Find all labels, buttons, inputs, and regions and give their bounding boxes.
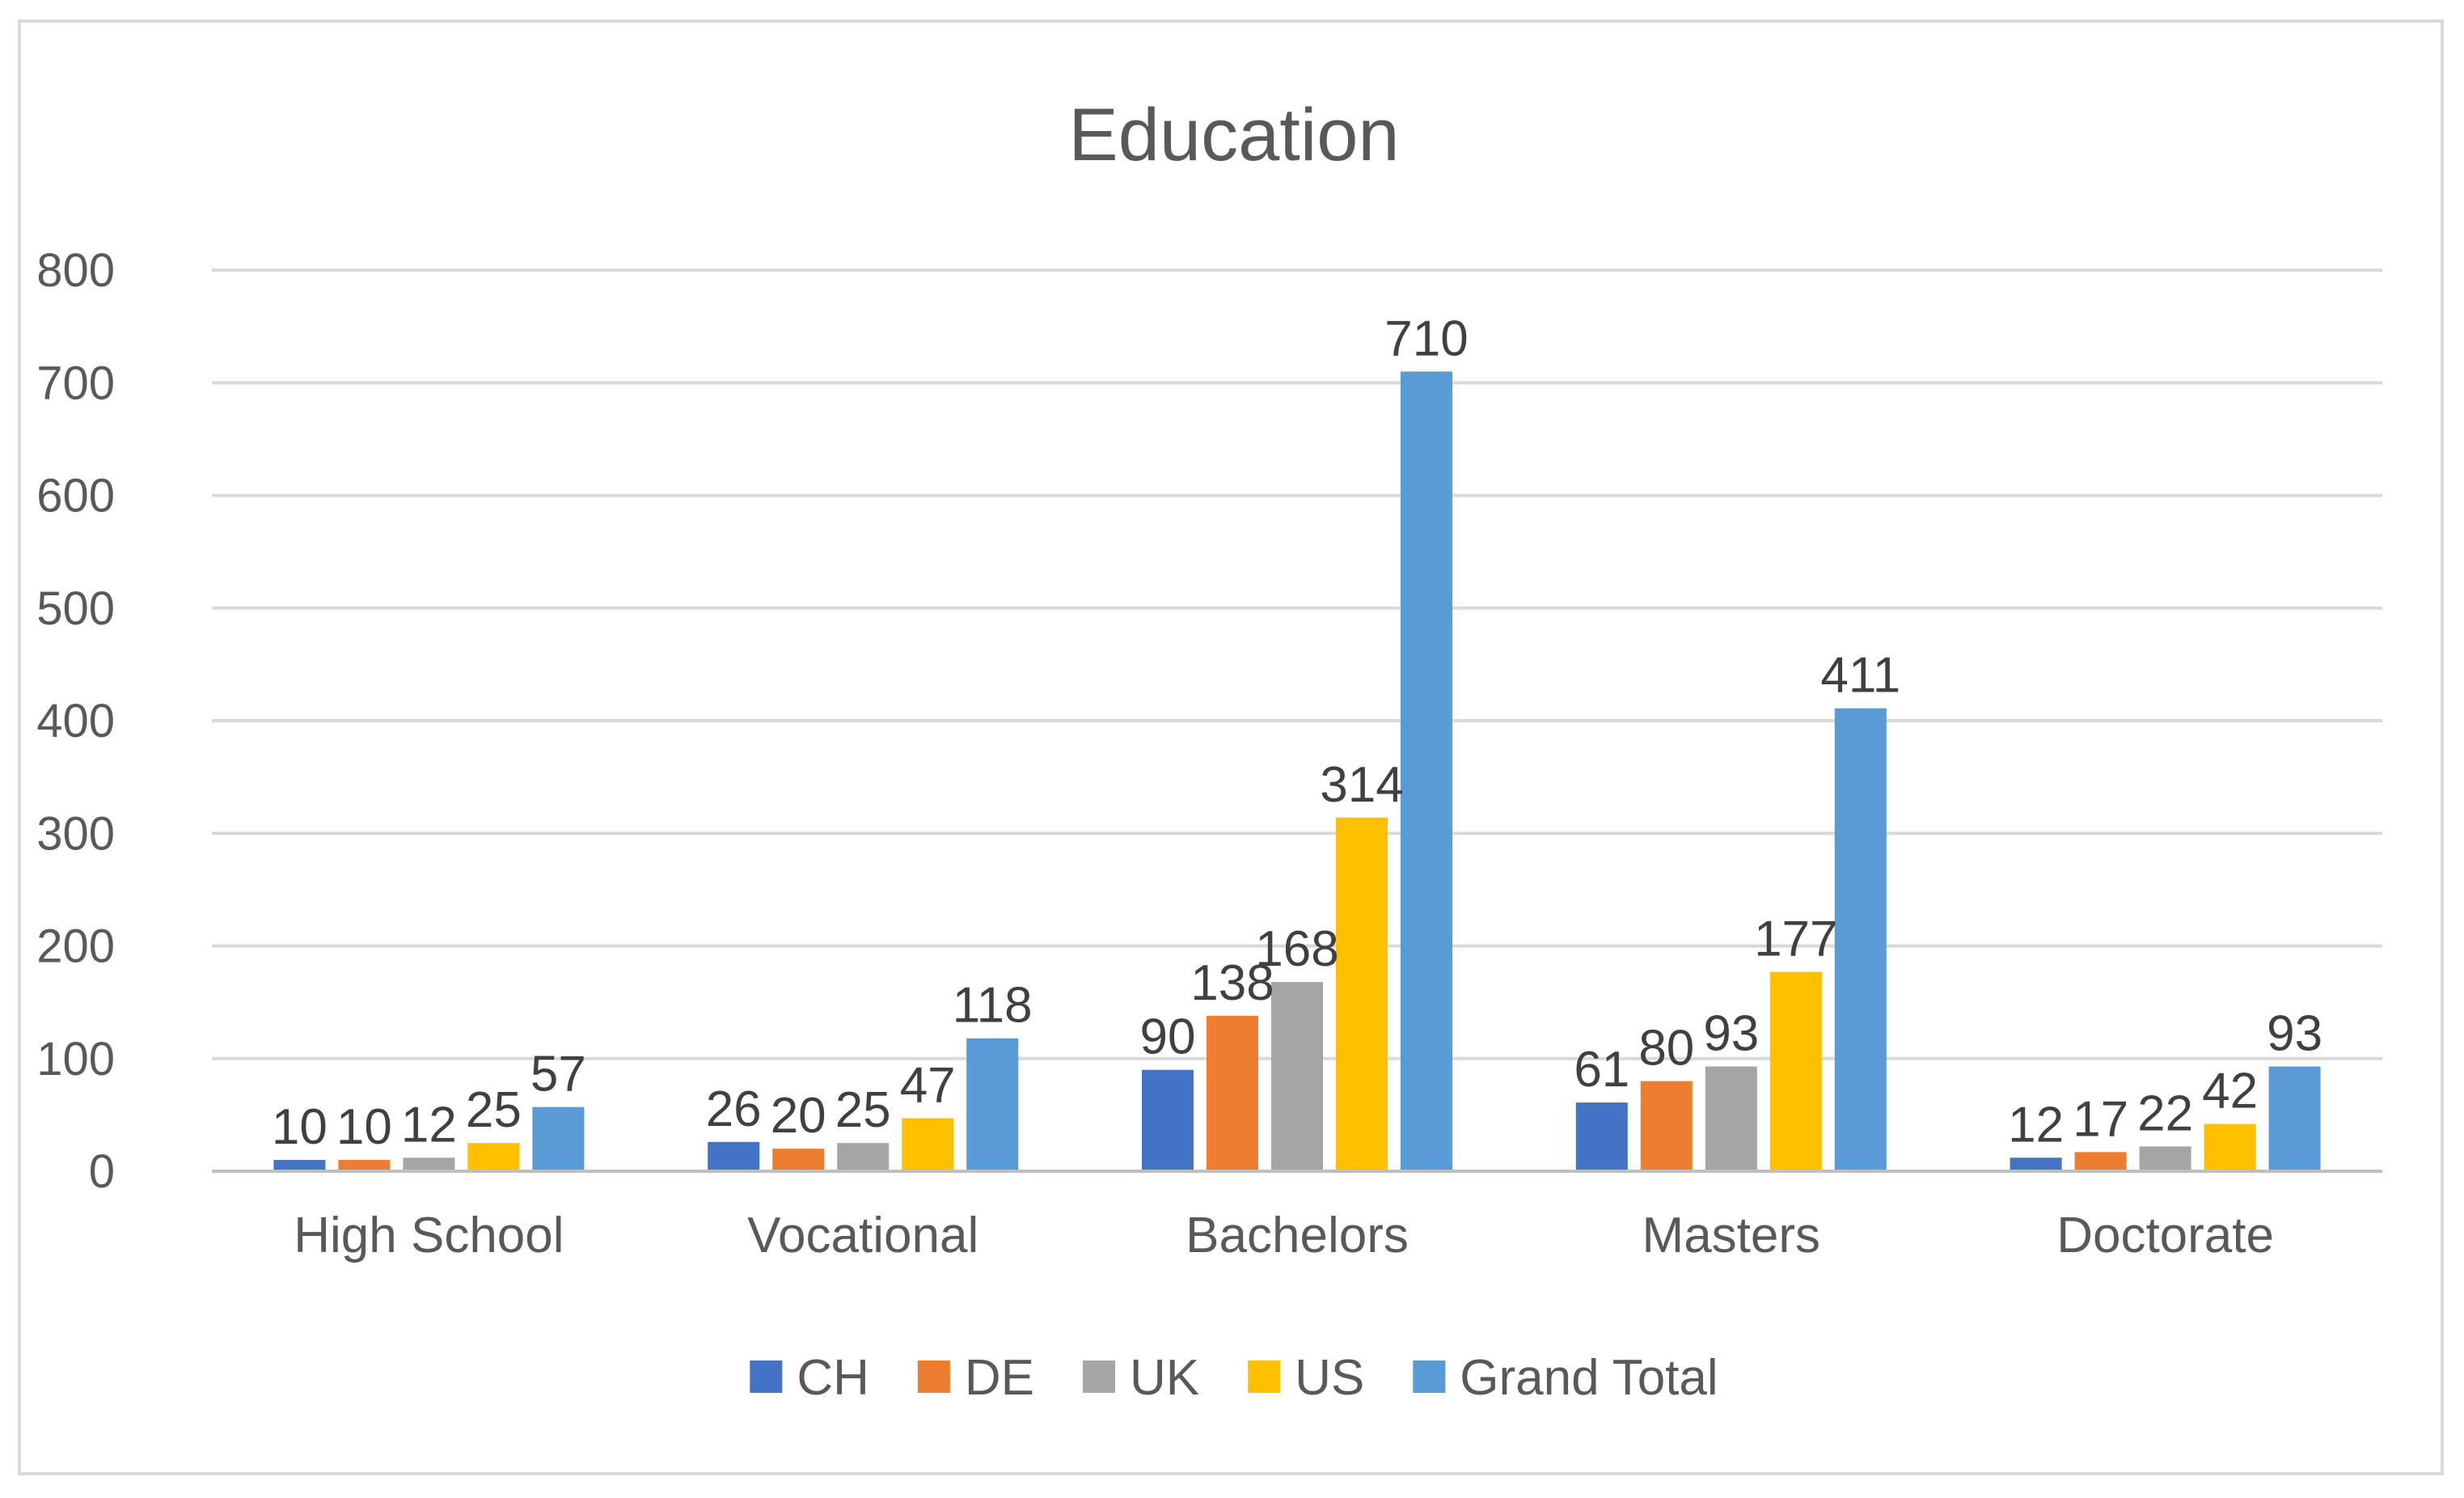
data-label: 411 (1820, 648, 1900, 704)
bar-us (2204, 1124, 2256, 1171)
legend-swatch (750, 1360, 783, 1393)
bars (273, 371, 2321, 1171)
bar-de (1640, 1081, 1693, 1171)
data-label: 17 (2073, 1091, 2128, 1147)
bar-uk (403, 1157, 455, 1171)
legend-swatch (917, 1360, 950, 1393)
bar-ch (2010, 1157, 2062, 1171)
data-label: 93 (2267, 1005, 2322, 1061)
y-tick-label: 100 (36, 1033, 115, 1085)
y-tick-label: 700 (36, 357, 115, 409)
legend-swatch (1413, 1360, 1446, 1393)
data-label: 177 (1754, 912, 1837, 967)
chart-frame: Education 0 100 200 300 400 500 600 700 800 10 10… (18, 19, 2444, 1475)
legend: CH DE UK US Grand Total (750, 1350, 1718, 1406)
legend-item: DE (917, 1350, 1034, 1406)
bar-grand-total (532, 1107, 585, 1171)
bar-uk (1705, 1066, 1757, 1171)
chart-svg: Education 0 100 200 300 400 500 600 700 800 10 10… (36, 94, 2382, 1406)
x-category-label: Doctorate (2056, 1208, 2274, 1263)
data-label: 118 (953, 978, 1033, 1034)
data-label: 168 (1255, 921, 1338, 977)
data-label: 22 (2137, 1085, 2193, 1141)
x-category-label: High School (294, 1208, 564, 1263)
legend-swatch (1083, 1360, 1116, 1393)
legend-item: US (1248, 1350, 1364, 1406)
x-category-label: Vocational (747, 1208, 978, 1263)
bar-uk (2139, 1146, 2191, 1171)
y-tick-label: 300 (36, 807, 115, 860)
bar-de (772, 1149, 825, 1171)
bar-grand-total (2268, 1066, 2321, 1171)
data-label: 25 (835, 1082, 891, 1138)
legend-item: Grand Total (1413, 1350, 1718, 1406)
bar-ch (708, 1141, 760, 1171)
data-label: 10 (336, 1099, 392, 1155)
bar-us (1769, 971, 1822, 1171)
data-label: 25 (466, 1082, 522, 1138)
bar-ch (273, 1160, 326, 1171)
x-axis-categories: High School Vocational Bachelors Masters Doc… (294, 1208, 2274, 1263)
data-label: 93 (1703, 1005, 1759, 1061)
y-tick-label: 400 (36, 695, 115, 747)
x-category-label: Masters (1642, 1208, 1820, 1263)
data-label: 61 (1574, 1042, 1629, 1098)
data-label: 90 (1140, 1009, 1196, 1065)
data-label: 12 (2008, 1097, 2064, 1153)
y-tick-label: 200 (36, 920, 115, 973)
data-label: 12 (401, 1097, 457, 1153)
y-axis-ticks: 0 100 200 300 400 500 600 700 800 (36, 244, 115, 1198)
chart-title: Education (1068, 94, 1399, 176)
legend-label: DE (965, 1350, 1034, 1406)
y-tick-label: 500 (36, 582, 115, 635)
bar-de (2074, 1152, 2127, 1171)
data-label: 47 (900, 1058, 956, 1114)
bar-ch (1575, 1102, 1628, 1171)
data-label: 710 (1384, 311, 1468, 366)
bar-grand-total (1401, 371, 1452, 1171)
bar-grand-total (966, 1038, 1019, 1171)
y-tick-label: 800 (36, 244, 115, 297)
data-label: 314 (1320, 757, 1403, 813)
bar-us (467, 1143, 520, 1171)
bar-us (1336, 817, 1388, 1171)
legend-label: CH (797, 1350, 869, 1406)
legend-label: US (1295, 1350, 1364, 1406)
legend-label: Grand Total (1460, 1350, 1718, 1406)
legend-item: UK (1083, 1350, 1199, 1406)
legend-label: UK (1130, 1350, 1199, 1406)
legend-swatch (1248, 1360, 1281, 1393)
bar-us (902, 1118, 954, 1171)
data-label: 138 (1190, 955, 1274, 1011)
legend-item: CH (750, 1350, 869, 1406)
bar-de (1207, 1015, 1258, 1171)
data-label: 80 (1638, 1021, 1694, 1077)
bar-grand-total (1834, 708, 1887, 1171)
data-label: 26 (706, 1081, 762, 1137)
bar-uk (837, 1143, 890, 1171)
y-tick-label: 0 (89, 1145, 115, 1198)
data-label: 57 (530, 1047, 586, 1102)
bar-de (338, 1160, 391, 1171)
gridlines (212, 269, 2382, 1060)
x-category-label: Bachelors (1186, 1208, 1409, 1263)
bar-uk (1271, 982, 1323, 1171)
data-label: 20 (771, 1088, 826, 1144)
y-tick-label: 600 (36, 470, 115, 523)
data-label: 10 (272, 1099, 328, 1155)
bar-ch (1142, 1069, 1194, 1171)
data-label: 42 (2202, 1064, 2258, 1119)
